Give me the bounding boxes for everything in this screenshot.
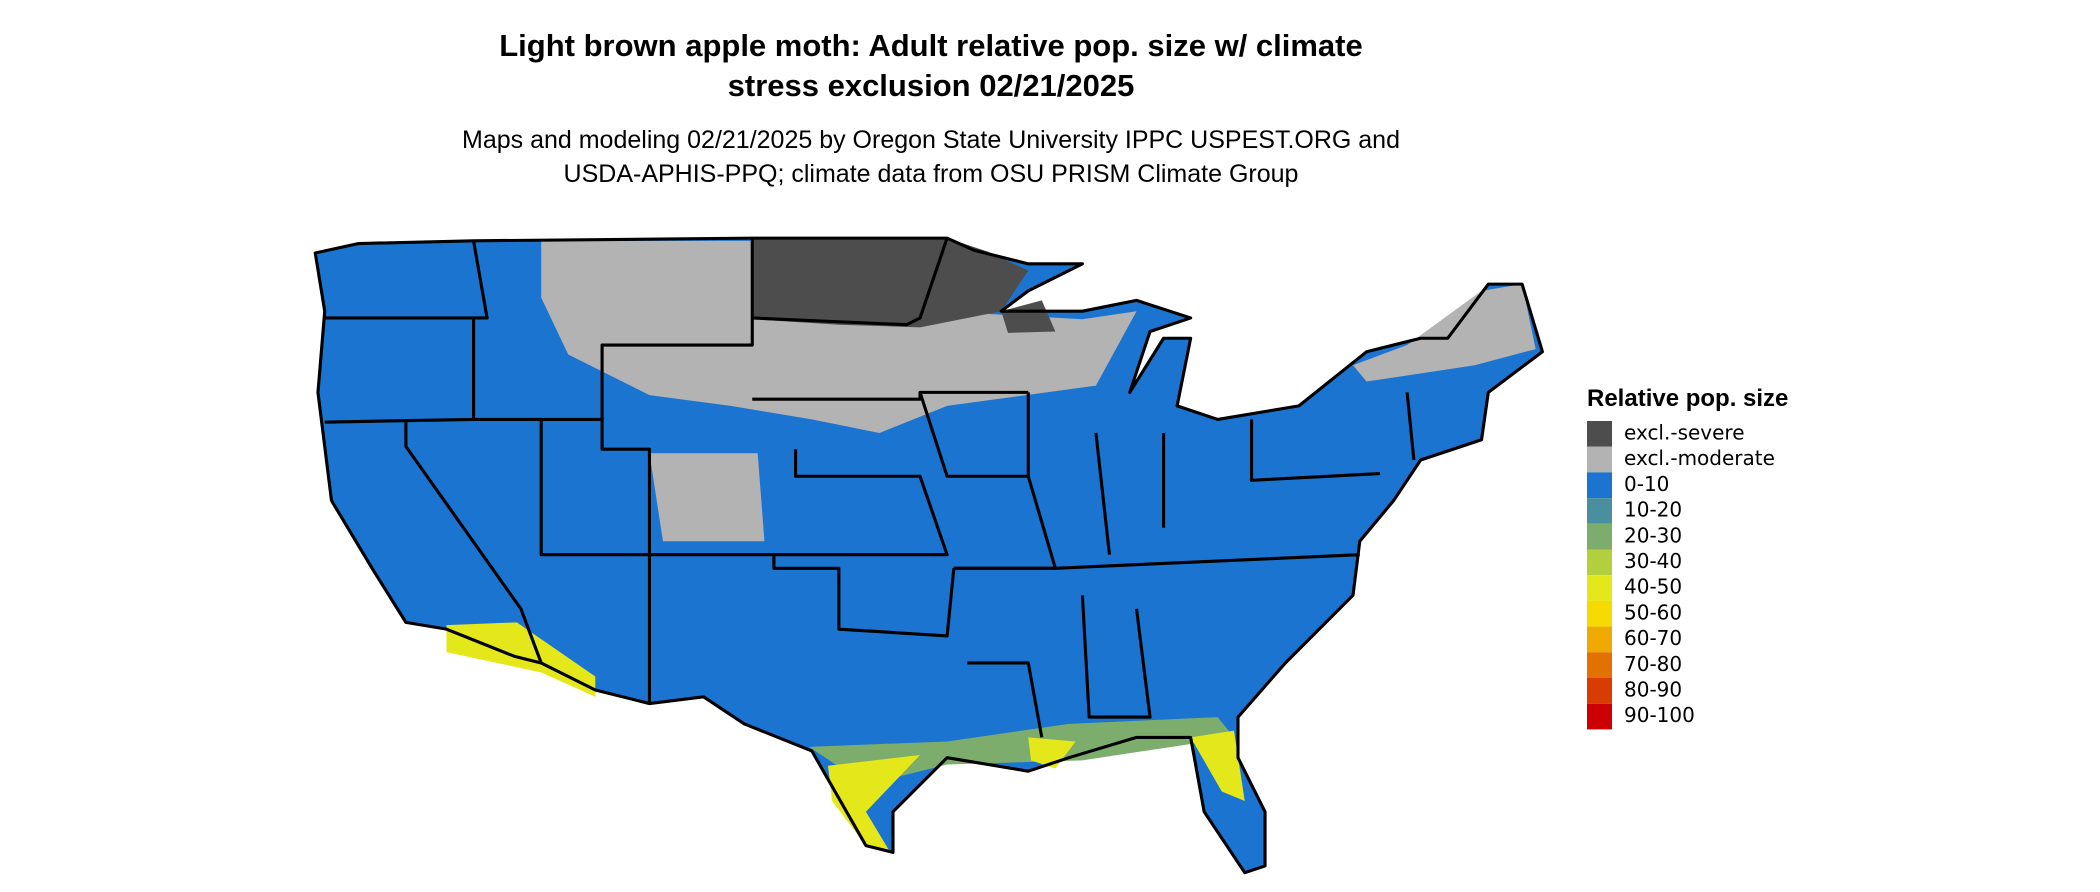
legend-label: 30-40	[1624, 549, 1682, 573]
legend-label: excl.-severe	[1624, 421, 1745, 445]
legend-title: Relative pop. size	[1587, 385, 1788, 412]
warm-region	[809, 717, 1234, 785]
map	[313, 236, 1544, 875]
legend-swatch	[1587, 549, 1612, 576]
severe-region	[753, 238, 1029, 328]
legend-swatch	[1587, 498, 1612, 524]
legend-label: 90-100	[1624, 703, 1695, 727]
legend-swatch	[1587, 421, 1612, 447]
legend-swatch	[1587, 703, 1612, 730]
legend-label: 50-60	[1624, 600, 1682, 624]
warm-region	[446, 622, 596, 697]
legend-swatch	[1587, 523, 1612, 550]
legend-swatch	[1587, 652, 1612, 678]
moderate-region	[1353, 284, 1536, 382]
legend-swatch	[1587, 600, 1612, 627]
moderate-region	[541, 240, 1137, 433]
legend-label: 70-80	[1624, 652, 1682, 676]
us-border	[313, 236, 1544, 875]
legend: excl.-severeexcl.-moderate0-1010-2020-30…	[1587, 421, 1775, 730]
subtitle: USDA-APHIS-PPQ; climate data from OSU PR…	[564, 160, 1299, 188]
legend-swatch	[1587, 472, 1612, 499]
moderate-region	[649, 453, 765, 542]
legend-label: 10-20	[1624, 498, 1682, 522]
legend-label: 60-70	[1624, 626, 1682, 650]
warm-region	[1028, 737, 1076, 769]
legend-swatch	[1587, 575, 1612, 601]
legend-swatch	[1587, 446, 1612, 473]
warm-region	[1190, 730, 1245, 801]
subtitle: Maps and modeling 02/21/2025 by Oregon S…	[462, 126, 1400, 154]
legend-label: 0-10	[1624, 472, 1669, 496]
title: stress exclusion 02/21/2025	[728, 68, 1135, 103]
state-lines	[324, 237, 1416, 738]
legend-swatch	[1587, 678, 1612, 704]
title: Light brown apple moth: Adult relative p…	[499, 28, 1363, 63]
legend-swatch	[1587, 626, 1612, 653]
severe-region	[1001, 300, 1056, 333]
legend-label: 40-50	[1624, 575, 1682, 599]
legend-label: 80-90	[1624, 678, 1682, 702]
legend-label: 20-30	[1624, 523, 1682, 547]
legend-label: excl.-moderate	[1624, 446, 1775, 470]
warm-region	[828, 754, 921, 853]
